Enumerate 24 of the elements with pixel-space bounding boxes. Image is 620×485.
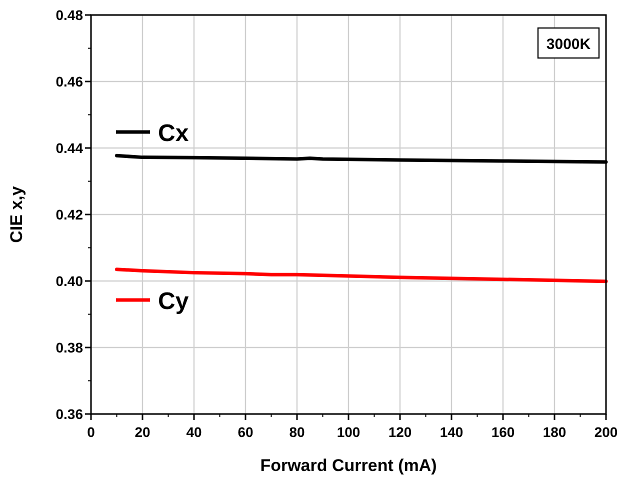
y-tick-label: 0.38 — [56, 340, 84, 356]
x-tick-label: 0 — [87, 424, 96, 440]
legend-label: Cy — [158, 288, 190, 315]
y-tick-label: 0.46 — [56, 74, 84, 90]
y-tick-label: 0.48 — [56, 7, 84, 23]
x-tick-label: 140 — [440, 424, 464, 440]
x-tick-label: 20 — [134, 424, 150, 440]
x-tick-label: 120 — [388, 424, 412, 440]
x-tick-label: 100 — [336, 424, 360, 440]
x-tick-label: 160 — [491, 424, 515, 440]
legend-label: Cx — [158, 120, 190, 147]
y-tick-label: 0.40 — [56, 273, 84, 289]
x-tick-label: 40 — [186, 424, 202, 440]
line-series — [115, 268, 608, 284]
y-tick-label: 0.36 — [56, 406, 84, 422]
x-tick-label: 200 — [594, 424, 618, 440]
x-tick-label: 180 — [542, 424, 566, 440]
annotation: 3000K — [546, 36, 591, 53]
y-tick-label: 0.44 — [56, 140, 84, 156]
y-axis-title: CIE x,y — [7, 186, 26, 243]
x-tick-label: 60 — [238, 424, 254, 440]
x-axis-title: Forward Current (mA) — [260, 456, 437, 475]
y-tick-label: 0.42 — [56, 206, 84, 222]
x-tick-label: 80 — [289, 424, 305, 440]
